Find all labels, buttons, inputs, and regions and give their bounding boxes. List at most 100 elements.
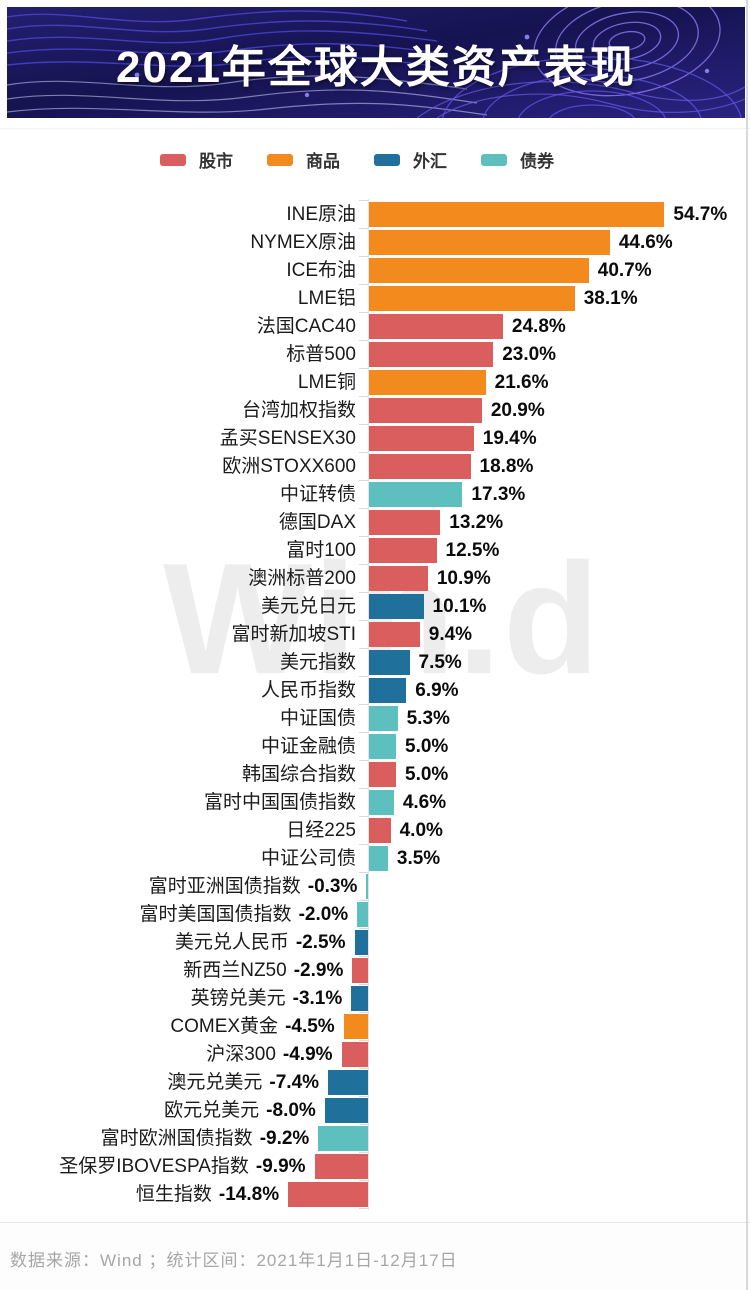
category-label: INE原油 bbox=[286, 204, 356, 225]
bar bbox=[343, 1014, 368, 1039]
value-label: 5.0% bbox=[405, 764, 449, 785]
axis-tick bbox=[359, 788, 368, 789]
axis-tick bbox=[359, 1012, 368, 1013]
bar bbox=[354, 930, 368, 955]
category-label: 孟买SENSEX30 bbox=[219, 428, 356, 449]
value-label: 38.1% bbox=[583, 288, 638, 309]
axis-tick bbox=[359, 228, 368, 229]
category-label: 日经225 bbox=[286, 820, 356, 841]
value-label: 40.7% bbox=[597, 260, 652, 281]
axis-tick bbox=[359, 592, 368, 593]
category-label: 韩国综合指数 bbox=[241, 764, 356, 785]
category-label: 沪深300 bbox=[206, 1044, 276, 1065]
value-label: 5.0% bbox=[405, 736, 449, 757]
axis-tick bbox=[359, 1152, 368, 1153]
value-label: -0.3% bbox=[307, 876, 358, 897]
negative-row-labels: 欧元兑美元 -8.0% bbox=[164, 1098, 316, 1123]
axis-tick bbox=[359, 1208, 368, 1209]
axis-tick bbox=[359, 620, 368, 621]
value-label: 44.6% bbox=[618, 232, 673, 253]
value-label: 5.3% bbox=[406, 708, 450, 729]
bar bbox=[369, 566, 428, 591]
category-label: 富时欧洲国债指数 bbox=[100, 1128, 253, 1149]
value-label: 24.8% bbox=[511, 316, 566, 337]
category-label: 澳洲标普200 bbox=[248, 568, 356, 589]
value-label: -3.1% bbox=[292, 988, 343, 1009]
axis-tick bbox=[359, 368, 368, 369]
value-label: -14.8% bbox=[218, 1184, 280, 1205]
axis-tick bbox=[359, 816, 368, 817]
axis-tick bbox=[359, 340, 368, 341]
axis-tick bbox=[359, 424, 368, 425]
value-label: 7.5% bbox=[418, 652, 462, 673]
bar bbox=[369, 706, 398, 731]
value-label: 13.2% bbox=[449, 512, 504, 533]
axis-tick bbox=[359, 564, 368, 565]
axis-tick bbox=[359, 956, 368, 957]
legend-label: 外汇 bbox=[413, 152, 447, 171]
legend-swatch-icon bbox=[374, 153, 400, 166]
value-label: 6.9% bbox=[415, 680, 459, 701]
category-label: 人民币指数 bbox=[260, 680, 356, 701]
bar bbox=[318, 1126, 368, 1151]
category-label: 富时中国国债指数 bbox=[203, 792, 356, 813]
category-label: 美元兑人民币 bbox=[174, 932, 289, 953]
bar bbox=[369, 818, 391, 843]
page-title: 2021年全球大类资产表现 bbox=[116, 42, 636, 92]
negative-row-labels: 富时欧洲国债指数 -9.2% bbox=[101, 1126, 310, 1151]
bar bbox=[341, 1042, 368, 1067]
axis-tick bbox=[359, 1068, 368, 1069]
negative-row-labels: 美元兑人民币 -2.5% bbox=[175, 930, 346, 955]
bar bbox=[369, 482, 463, 507]
chart-legend: 股市 商品 外汇 债券 bbox=[160, 147, 588, 172]
page-right-edge-line bbox=[746, 0, 748, 1290]
value-label: -9.2% bbox=[259, 1128, 310, 1149]
axis-tick bbox=[359, 704, 368, 705]
value-label: -2.0% bbox=[298, 904, 349, 925]
axis-tick bbox=[359, 676, 368, 677]
value-label: 12.5% bbox=[445, 540, 500, 561]
value-label: -2.9% bbox=[293, 960, 344, 981]
legend-label: 商品 bbox=[306, 152, 340, 171]
category-label: 欧元兑美元 bbox=[164, 1100, 260, 1121]
category-label: 圣保罗IBOVESPA指数 bbox=[59, 1156, 249, 1177]
value-label: 10.9% bbox=[436, 568, 491, 589]
bar bbox=[324, 1098, 368, 1123]
bar bbox=[352, 958, 368, 983]
bar bbox=[369, 286, 575, 311]
value-label: 18.8% bbox=[479, 456, 534, 477]
negative-row-labels: 富时亚洲国债指数 -0.3% bbox=[149, 874, 358, 899]
negative-row-labels: 圣保罗IBOVESPA指数 -9.9% bbox=[59, 1154, 305, 1179]
bar bbox=[369, 202, 665, 227]
legend-swatch-icon bbox=[160, 153, 186, 166]
bar bbox=[288, 1182, 368, 1207]
category-label: 法国CAC40 bbox=[256, 316, 356, 337]
negative-row-labels: 英镑兑美元 -3.1% bbox=[191, 986, 343, 1011]
value-label: -4.9% bbox=[282, 1044, 333, 1065]
legend-label: 股市 bbox=[199, 152, 233, 171]
bar bbox=[369, 678, 407, 703]
axis-tick bbox=[359, 1124, 368, 1125]
negative-row-labels: 恒生指数 -14.8% bbox=[136, 1182, 279, 1207]
category-label: 英镑兑美元 bbox=[190, 988, 286, 1009]
bar bbox=[369, 790, 394, 815]
category-label: 标普500 bbox=[286, 344, 356, 365]
value-label: -2.5% bbox=[295, 932, 346, 953]
footer: 数据来源：Wind ；统计区间：2021年1月1日-12月17日 bbox=[0, 1223, 750, 1290]
category-label: 富时新加坡STI bbox=[231, 624, 356, 645]
axis-tick bbox=[359, 396, 368, 397]
axis-tick bbox=[359, 1180, 368, 1181]
negative-row-labels: 沪深300 -4.9% bbox=[206, 1042, 332, 1067]
axis-tick bbox=[359, 732, 368, 733]
legend-label: 债券 bbox=[520, 152, 554, 171]
header-banner: 2021年全球大类资产表现 bbox=[7, 7, 745, 118]
category-label: 中证国债 bbox=[279, 708, 356, 729]
zero-axis-line bbox=[368, 199, 369, 1210]
bar bbox=[369, 734, 396, 759]
category-label: 澳元兑美元 bbox=[167, 1072, 263, 1093]
axis-tick bbox=[359, 1096, 368, 1097]
bar bbox=[369, 510, 441, 535]
value-label: 4.6% bbox=[402, 792, 447, 813]
category-label: 台湾加权指数 bbox=[241, 400, 356, 421]
negative-row-labels: 新西兰NZ50 -2.9% bbox=[183, 958, 343, 983]
